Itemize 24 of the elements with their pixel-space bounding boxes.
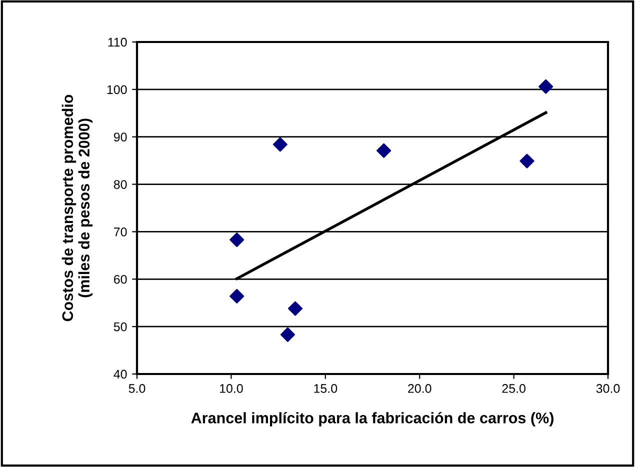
y-tick-label: 70 <box>114 228 127 236</box>
x-axis-title: Arancel implícito para la fabricación de carros (%) <box>191 412 554 426</box>
point <box>280 327 296 342</box>
point <box>520 154 534 168</box>
x-tick-label: 25.0 <box>502 384 526 393</box>
y-tick-label: 50 <box>114 322 127 332</box>
y-tick-label: 110 <box>108 38 127 47</box>
y-tick-label: 80 <box>114 180 127 189</box>
x-tick-label: 5.0 <box>128 384 146 393</box>
y-axis-title: Costos de transporte promedio (miles de pesos de 2000) <box>62 94 93 322</box>
point <box>538 79 554 94</box>
point <box>272 137 288 152</box>
point <box>230 288 244 304</box>
point <box>230 232 244 248</box>
y-tick-label: 60 <box>114 274 127 284</box>
x-tick-label: 15.0 <box>314 384 338 393</box>
y-tick-label: 90 <box>114 132 127 142</box>
x-tick-label: 30.0 <box>596 384 620 393</box>
point <box>288 301 303 316</box>
point <box>376 143 392 158</box>
y-tick-label: 40 <box>114 370 127 379</box>
y-tick-label: 100 <box>107 85 127 94</box>
x-tick-label: 10.0 <box>220 384 243 393</box>
x-tick-label: 20.0 <box>408 384 432 393</box>
